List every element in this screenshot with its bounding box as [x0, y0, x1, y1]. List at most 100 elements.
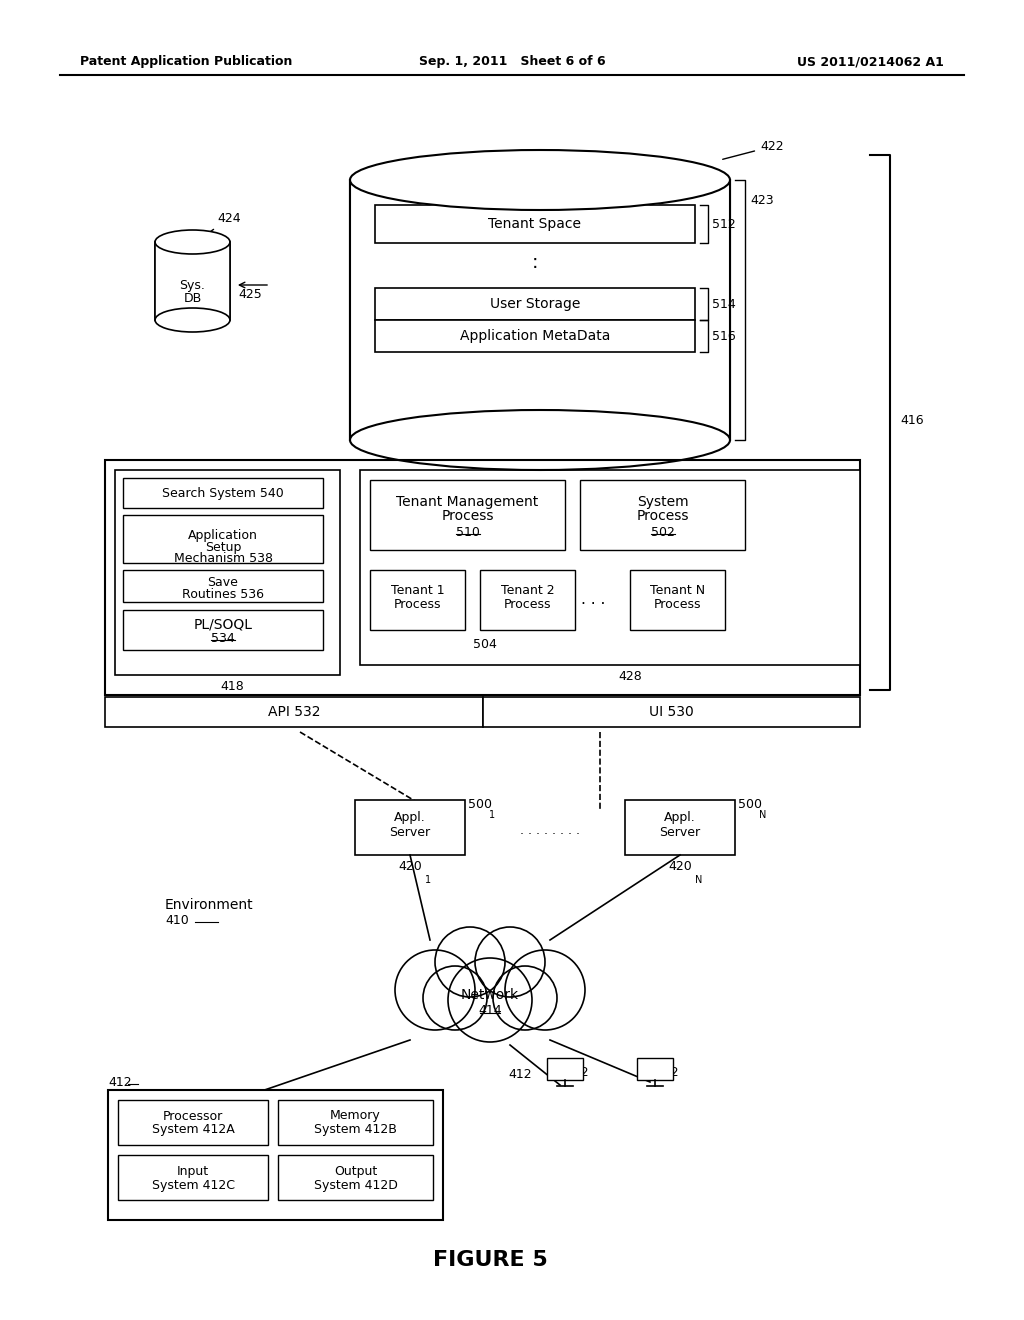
Text: N: N	[759, 810, 766, 820]
Text: Routines 536: Routines 536	[182, 587, 264, 601]
Circle shape	[435, 927, 505, 997]
Bar	[370, 570, 465, 630]
Text: Appl.: Appl.	[665, 812, 696, 825]
Ellipse shape	[155, 230, 230, 253]
Text: 504: 504	[473, 638, 497, 651]
Circle shape	[493, 966, 557, 1030]
Text: Sys.: Sys.	[179, 279, 206, 292]
Text: Patent Application Publication: Patent Application Publication	[80, 55, 293, 69]
Text: 412: 412	[565, 1067, 589, 1078]
Text: 418: 418	[220, 680, 245, 693]
Text: Input: Input	[177, 1164, 209, 1177]
Text: Server: Server	[659, 825, 700, 838]
Text: 412: 412	[655, 1067, 679, 1078]
Text: PL/SOQL: PL/SOQL	[194, 616, 253, 631]
Text: 500: 500	[738, 799, 762, 812]
Text: Sep. 1, 2011   Sheet 6 of 6: Sep. 1, 2011 Sheet 6 of 6	[419, 55, 605, 69]
Bar	[547, 1059, 583, 1080]
Text: System 412A: System 412A	[152, 1123, 234, 1137]
Text: Setup: Setup	[205, 540, 242, 553]
Text: Appl.: Appl.	[394, 812, 426, 825]
Bar	[118, 1155, 268, 1200]
Text: 516: 516	[712, 330, 736, 342]
Bar	[105, 459, 860, 696]
Text: 420: 420	[398, 861, 422, 874]
Text: 534: 534	[211, 631, 234, 644]
Bar	[108, 1090, 443, 1220]
Text: 412: 412	[108, 1076, 132, 1089]
Text: 416: 416	[900, 413, 924, 426]
Circle shape	[475, 927, 545, 997]
Text: API 532: API 532	[267, 705, 319, 719]
Text: 514: 514	[712, 297, 736, 310]
Text: Application: Application	[188, 528, 258, 541]
Text: User Storage: User Storage	[489, 297, 581, 312]
Text: 500: 500	[468, 799, 492, 812]
Text: . . .: . . .	[581, 593, 605, 607]
Text: Memory: Memory	[330, 1110, 381, 1122]
Bar	[360, 470, 860, 665]
Text: Save: Save	[208, 576, 239, 589]
Bar	[123, 570, 323, 602]
Bar	[480, 570, 575, 630]
Text: Server: Server	[389, 825, 430, 838]
Bar	[115, 470, 340, 675]
Bar	[370, 480, 565, 550]
Bar	[118, 1100, 268, 1144]
Text: DB: DB	[183, 293, 202, 305]
Circle shape	[449, 958, 532, 1041]
Text: 1: 1	[489, 810, 496, 820]
Bar	[375, 319, 695, 352]
Text: Application MetaData: Application MetaData	[460, 329, 610, 343]
Text: Tenant Space: Tenant Space	[488, 216, 582, 231]
Text: 1: 1	[425, 875, 431, 884]
Text: Output: Output	[334, 1164, 377, 1177]
Bar	[375, 205, 695, 243]
Text: FIGURE 5: FIGURE 5	[432, 1250, 548, 1270]
Text: 422: 422	[723, 140, 783, 160]
Text: N: N	[695, 875, 702, 884]
Text: Process: Process	[653, 598, 701, 611]
Text: Process: Process	[504, 598, 551, 611]
Bar	[482, 697, 860, 727]
Text: 510: 510	[456, 525, 479, 539]
Text: System: System	[637, 495, 688, 510]
Text: Tenant N: Tenant N	[650, 583, 706, 597]
Text: UI 530: UI 530	[649, 705, 693, 719]
Text: 412: 412	[508, 1068, 531, 1081]
Ellipse shape	[350, 411, 730, 470]
Ellipse shape	[350, 150, 730, 210]
Bar	[278, 1155, 433, 1200]
Text: System 412D: System 412D	[313, 1179, 397, 1192]
Text: US 2011/0214062 A1: US 2011/0214062 A1	[797, 55, 944, 69]
Bar	[375, 288, 695, 319]
Text: System 412B: System 412B	[314, 1123, 397, 1137]
Bar	[625, 800, 735, 855]
Text: 512: 512	[712, 218, 736, 231]
Text: 424: 424	[205, 213, 241, 235]
Polygon shape	[155, 242, 230, 319]
Bar	[630, 570, 725, 630]
Text: Network: Network	[461, 987, 519, 1002]
Text: :: :	[531, 253, 539, 272]
Circle shape	[423, 966, 487, 1030]
Text: 423: 423	[750, 194, 773, 206]
Text: . . . . . . . .: . . . . . . . .	[520, 824, 580, 837]
Circle shape	[505, 950, 585, 1030]
Bar	[105, 697, 482, 727]
Bar	[123, 478, 323, 508]
Text: Process: Process	[441, 510, 494, 523]
Text: 425: 425	[238, 289, 262, 301]
Text: Process: Process	[394, 598, 441, 611]
Text: Tenant 2: Tenant 2	[501, 583, 554, 597]
Text: Mechanism 538: Mechanism 538	[173, 553, 272, 565]
Text: Search System 540: Search System 540	[162, 487, 284, 499]
Bar	[123, 610, 323, 649]
Text: 502: 502	[650, 525, 675, 539]
Bar	[580, 480, 745, 550]
Polygon shape	[350, 180, 730, 440]
Bar	[637, 1059, 673, 1080]
Text: Tenant 1: Tenant 1	[391, 583, 444, 597]
Bar	[278, 1100, 433, 1144]
Text: Process: Process	[636, 510, 689, 523]
